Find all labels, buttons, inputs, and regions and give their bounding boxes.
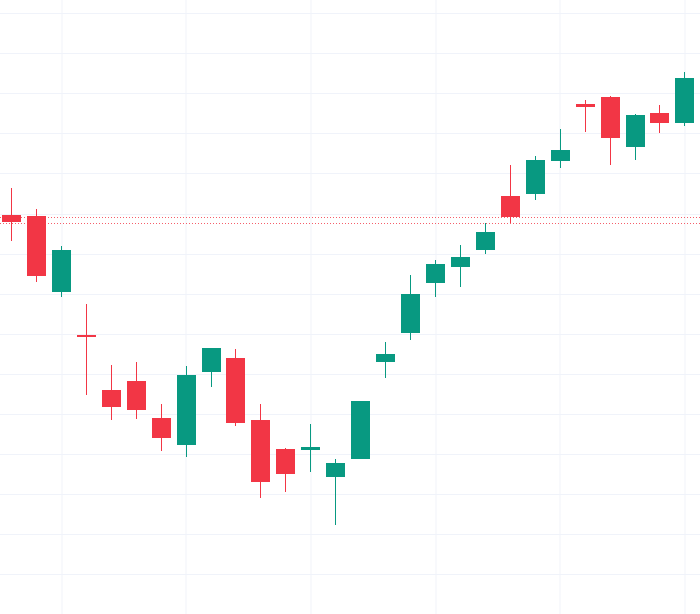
candle-up bbox=[202, 348, 221, 387]
candle-down bbox=[601, 96, 620, 165]
candle-up bbox=[52, 246, 71, 297]
candle-body bbox=[426, 264, 445, 283]
candle-body bbox=[451, 257, 470, 267]
candle-up bbox=[476, 223, 495, 254]
candle-body bbox=[551, 150, 570, 161]
candle-body bbox=[127, 381, 146, 410]
candle-body bbox=[177, 375, 196, 445]
candle-down bbox=[650, 105, 669, 133]
candle-body bbox=[102, 390, 121, 407]
candle-up bbox=[451, 245, 470, 287]
candle-body bbox=[401, 294, 420, 333]
candle-body bbox=[152, 418, 171, 438]
candle-body bbox=[202, 348, 221, 372]
candles-layer bbox=[2, 72, 694, 525]
candle-body bbox=[27, 216, 46, 276]
candle-body bbox=[376, 354, 395, 362]
reference-lines-layer bbox=[0, 217, 700, 224]
candle-down bbox=[102, 365, 121, 420]
candle-up bbox=[401, 275, 420, 340]
candle-down bbox=[77, 304, 96, 395]
candle-body bbox=[476, 232, 495, 250]
candle-body bbox=[576, 104, 595, 107]
candle-body bbox=[601, 97, 620, 138]
candle-body bbox=[326, 463, 345, 477]
candle-up bbox=[551, 129, 570, 168]
candle-up bbox=[426, 260, 445, 297]
candle-up bbox=[301, 424, 320, 472]
candle-body bbox=[301, 447, 320, 450]
candle-body bbox=[2, 215, 21, 222]
candle-body bbox=[251, 420, 270, 482]
candle-body bbox=[52, 250, 71, 292]
candle-body bbox=[675, 78, 694, 123]
candle-body bbox=[650, 113, 669, 123]
candle-down bbox=[576, 100, 595, 132]
candle-up bbox=[376, 342, 395, 378]
candle-body bbox=[226, 358, 245, 423]
candle-down bbox=[27, 209, 46, 282]
candle-up bbox=[326, 459, 345, 525]
candle-down bbox=[251, 404, 270, 498]
candle-body bbox=[526, 160, 545, 194]
candle-up bbox=[526, 156, 545, 200]
candle-body bbox=[77, 335, 96, 337]
candle-body bbox=[626, 115, 645, 147]
candle-down bbox=[152, 404, 171, 451]
candle-down bbox=[2, 188, 21, 241]
candle-up bbox=[351, 401, 370, 459]
candle-up bbox=[675, 72, 694, 126]
candle-down bbox=[501, 165, 520, 223]
candle-down bbox=[127, 362, 146, 419]
candle-up bbox=[177, 366, 196, 457]
candle-body bbox=[276, 449, 295, 474]
candle-up bbox=[626, 114, 645, 160]
candle-down bbox=[226, 349, 245, 426]
candle-body bbox=[351, 401, 370, 459]
candle-down bbox=[276, 448, 295, 492]
candle-body bbox=[501, 196, 520, 217]
